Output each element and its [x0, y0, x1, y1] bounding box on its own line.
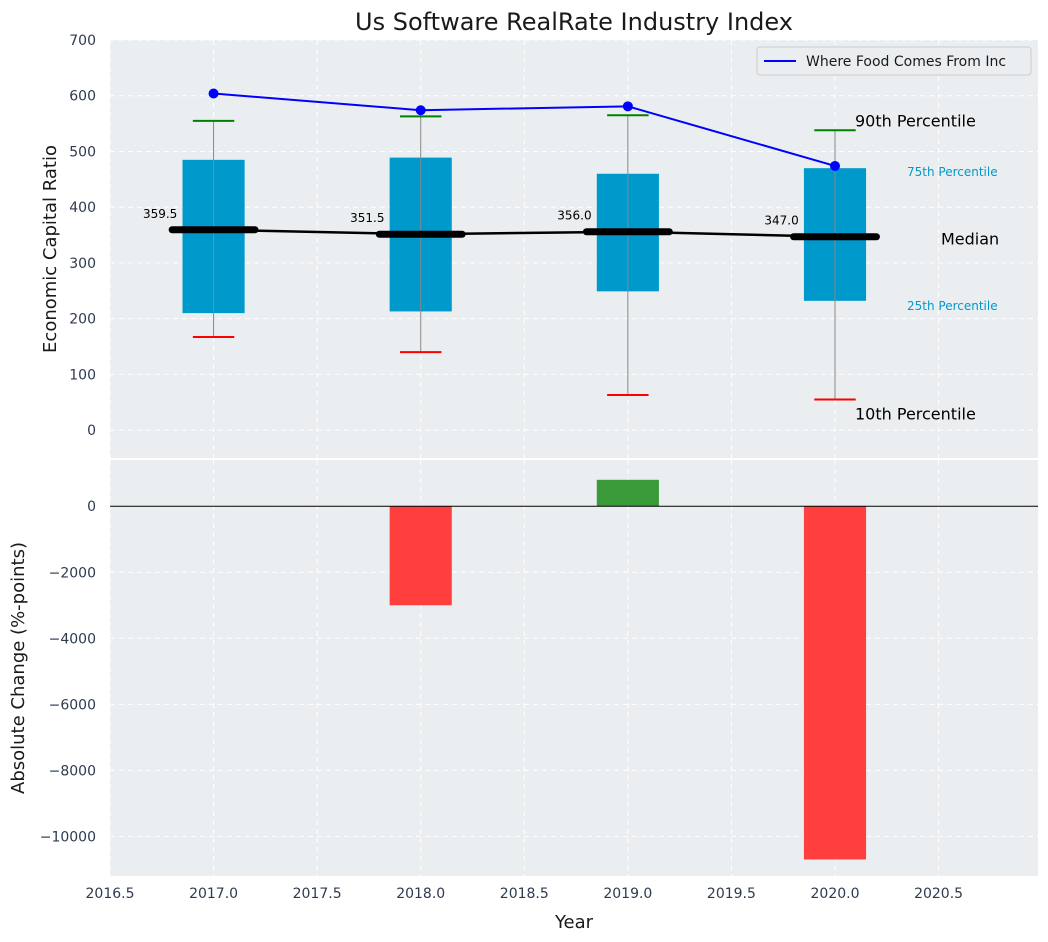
x-ticks: 2016.5 2017.0 2017.5 2018.0 2018.5 2019.0 2019…: [86, 886, 964, 902]
change-bars: [389, 479, 867, 860]
series-line-group: [208, 88, 840, 171]
top-y-tick-label: 100: [69, 367, 96, 383]
series-point: [622, 101, 633, 112]
top-plot-background: [110, 40, 1038, 458]
legend-entry-label: Where Food Comes From Inc: [806, 54, 1006, 70]
bottom-plot-background: [110, 460, 1038, 876]
x-tick-label: 2020.0: [811, 886, 860, 902]
top-y-tick-label: 300: [69, 256, 96, 272]
chart-title: Us Software RealRate Industry Index: [355, 8, 793, 36]
median-line-group: 359.5 351.5 356.0 347.0: [143, 207, 880, 241]
median-value-label: 359.5: [143, 207, 177, 221]
annotation-median: Median: [941, 230, 999, 249]
x-tick-label: 2016.5: [86, 886, 135, 902]
bottom-y-ticks: −10000 −8000 −6000 −4000 −2000 0: [40, 499, 96, 845]
x-tick-label: 2019.5: [707, 886, 756, 902]
bottom-panel: −10000 −8000 −6000 −4000 −2000 0 2016.5 2017.0…: [8, 460, 1038, 933]
annotation-10th-percentile: 10th Percentile: [855, 404, 976, 423]
top-y-tick-label: 200: [69, 312, 96, 328]
legend: Where Food Comes From Inc: [756, 46, 1032, 76]
top-y-tick-label: 600: [69, 89, 96, 105]
annotation-75th-percentile: 75th Percentile: [907, 165, 998, 179]
bottom-y-tick-label: −4000: [49, 631, 96, 647]
series-point: [208, 88, 219, 99]
median-trend-line: [213, 228, 836, 238]
series-line: [213, 92, 836, 167]
median-value-label: 351.5: [350, 211, 384, 225]
median-value-label: 347.0: [764, 214, 798, 228]
series-point: [830, 160, 840, 171]
x-tick-label: 2019.0: [603, 886, 652, 902]
x-tick-label: 2020.5: [914, 886, 963, 902]
x-tick-label: 2017.0: [189, 886, 238, 902]
bottom-y-tick-label: −2000: [49, 565, 96, 581]
top-y-tick-label: 0: [87, 423, 96, 439]
top-y-tick-label: 500: [69, 144, 96, 160]
bottom-y-tick-label: −10000: [40, 829, 96, 845]
top-panel: 0 100 200 300 400 500 600 700 359.5 351.5 356.0 34…: [40, 8, 1038, 458]
change-bar: [803, 506, 867, 860]
bottom-y-tick-label: −8000: [49, 763, 96, 779]
bottom-y-tick-label: 0: [87, 499, 96, 515]
top-y-tick-label: 400: [69, 200, 96, 216]
change-bar: [389, 506, 452, 606]
x-tick-label: 2018.0: [396, 886, 445, 902]
bottom-y-axis-label: Absolute Change (%-points): [8, 542, 29, 794]
x-tick-label: 2018.5: [500, 886, 549, 902]
top-y-tick-label: 700: [69, 33, 96, 49]
series-point: [415, 105, 426, 116]
change-bar: [596, 479, 659, 507]
annotation-25th-percentile: 25th Percentile: [907, 299, 998, 313]
top-y-axis-label: Economic Capital Ratio: [40, 145, 61, 353]
bottom-y-tick-label: −6000: [49, 697, 96, 713]
x-tick-label: 2017.5: [293, 886, 342, 902]
annotation-90th-percentile: 90th Percentile: [855, 111, 976, 130]
top-y-ticks: 0 100 200 300 400 500 600 700: [69, 33, 96, 439]
percentile-annotations: 90th Percentile 75th Percentile Median 2…: [855, 111, 999, 423]
median-value-label: 356.0: [557, 209, 591, 223]
x-axis-label: Year: [554, 912, 594, 933]
legend-box: [756, 46, 1032, 76]
